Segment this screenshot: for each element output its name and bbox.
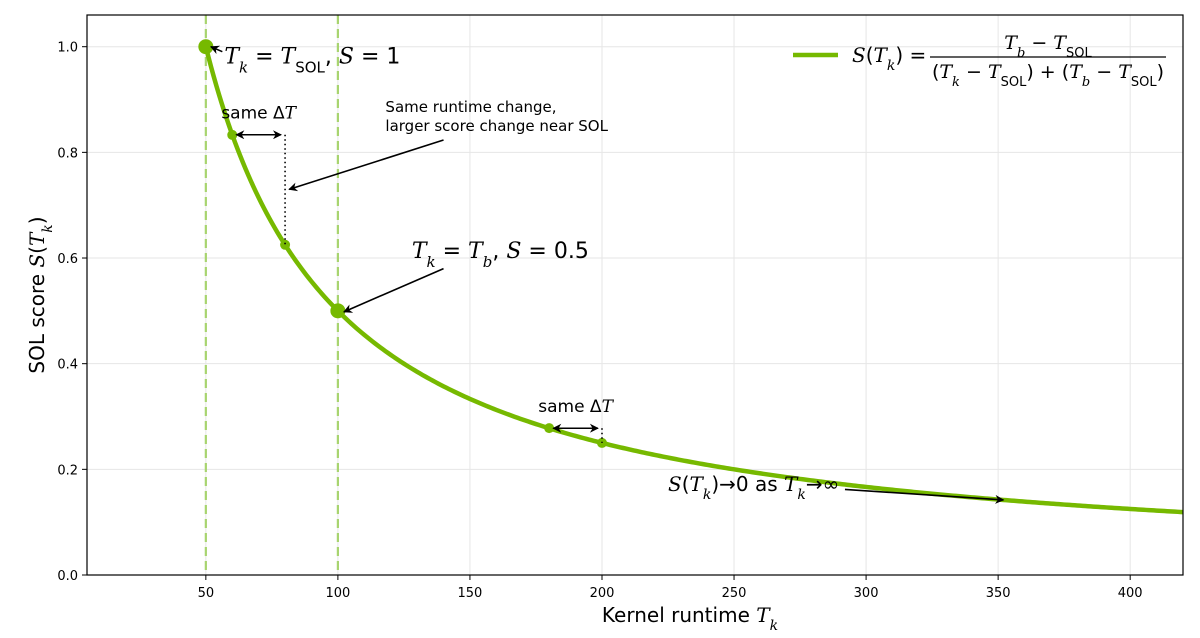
data-point xyxy=(330,303,346,319)
base-point-arrow xyxy=(343,267,444,313)
y-tick-label: 0.2 xyxy=(57,463,78,478)
annotations: same ΔT same ΔT Same runtime change,larger… xyxy=(210,45,1005,504)
y-axis-title: SOL score S(Tk) xyxy=(25,216,56,373)
base-point-label: Tk = Tb, S = 0.5 xyxy=(412,239,589,271)
x-axis-title: Kernel runtime Tk xyxy=(602,603,778,634)
highlight-points xyxy=(198,39,607,448)
data-point xyxy=(198,39,214,55)
data-point xyxy=(544,423,555,434)
x-tick-label: 400 xyxy=(1118,586,1143,601)
plot-frame xyxy=(86,14,1184,576)
data-point xyxy=(227,129,238,140)
x-tick-label: 50 xyxy=(198,586,215,601)
y-tick-label: 0.6 xyxy=(57,252,78,267)
reference-vertical-lines xyxy=(204,15,339,575)
y-tick-label: 1.0 xyxy=(57,41,78,56)
same-delta-t-label: same ΔT xyxy=(538,397,614,417)
x-tick-label: 350 xyxy=(986,586,1011,601)
x-tick-label: 100 xyxy=(325,586,350,601)
legend-label: S(Tk) = xyxy=(852,43,926,74)
asymptote-label: S(Tk)→0 as Tk→∞ xyxy=(668,472,839,503)
x-tick-label: 200 xyxy=(590,586,615,601)
sol-point-arrow xyxy=(210,45,223,55)
x-tick-label: 300 xyxy=(854,586,879,601)
same-delta-t-label: same ΔT xyxy=(221,104,297,124)
note-line-2: larger score change near SOL xyxy=(385,117,608,135)
y-tick-label: 0.8 xyxy=(57,146,78,161)
axes: 50 100 150 200 250 300 350 400 0.0 0.2 0.4 0.6 0.8 1.… xyxy=(25,14,1184,634)
legend-denominator: (Tk − TSOL) + (Tb − TSOL) xyxy=(932,61,1164,90)
data-point xyxy=(280,239,291,250)
legend-numerator: Tb − TSOL xyxy=(1004,32,1092,61)
grid-lines xyxy=(87,15,1183,576)
note-arrow xyxy=(288,139,444,192)
series-line xyxy=(203,46,1184,515)
series-layer xyxy=(203,46,1184,515)
asymptote-arrow xyxy=(844,488,1005,504)
sol-point-label: Tk = TSOL, S = 1 xyxy=(224,45,400,77)
x-tick-label: 250 xyxy=(722,586,747,601)
x-tick-label: 150 xyxy=(458,586,483,601)
note-line-1: Same runtime change, xyxy=(385,98,556,116)
y-tick-label: 0.0 xyxy=(57,569,78,584)
legend: S(Tk) = Tb − TSOL(Tk − TSOL) + (Tb − TSOL… xyxy=(793,32,1166,90)
y-tick-label: 0.4 xyxy=(57,358,78,373)
